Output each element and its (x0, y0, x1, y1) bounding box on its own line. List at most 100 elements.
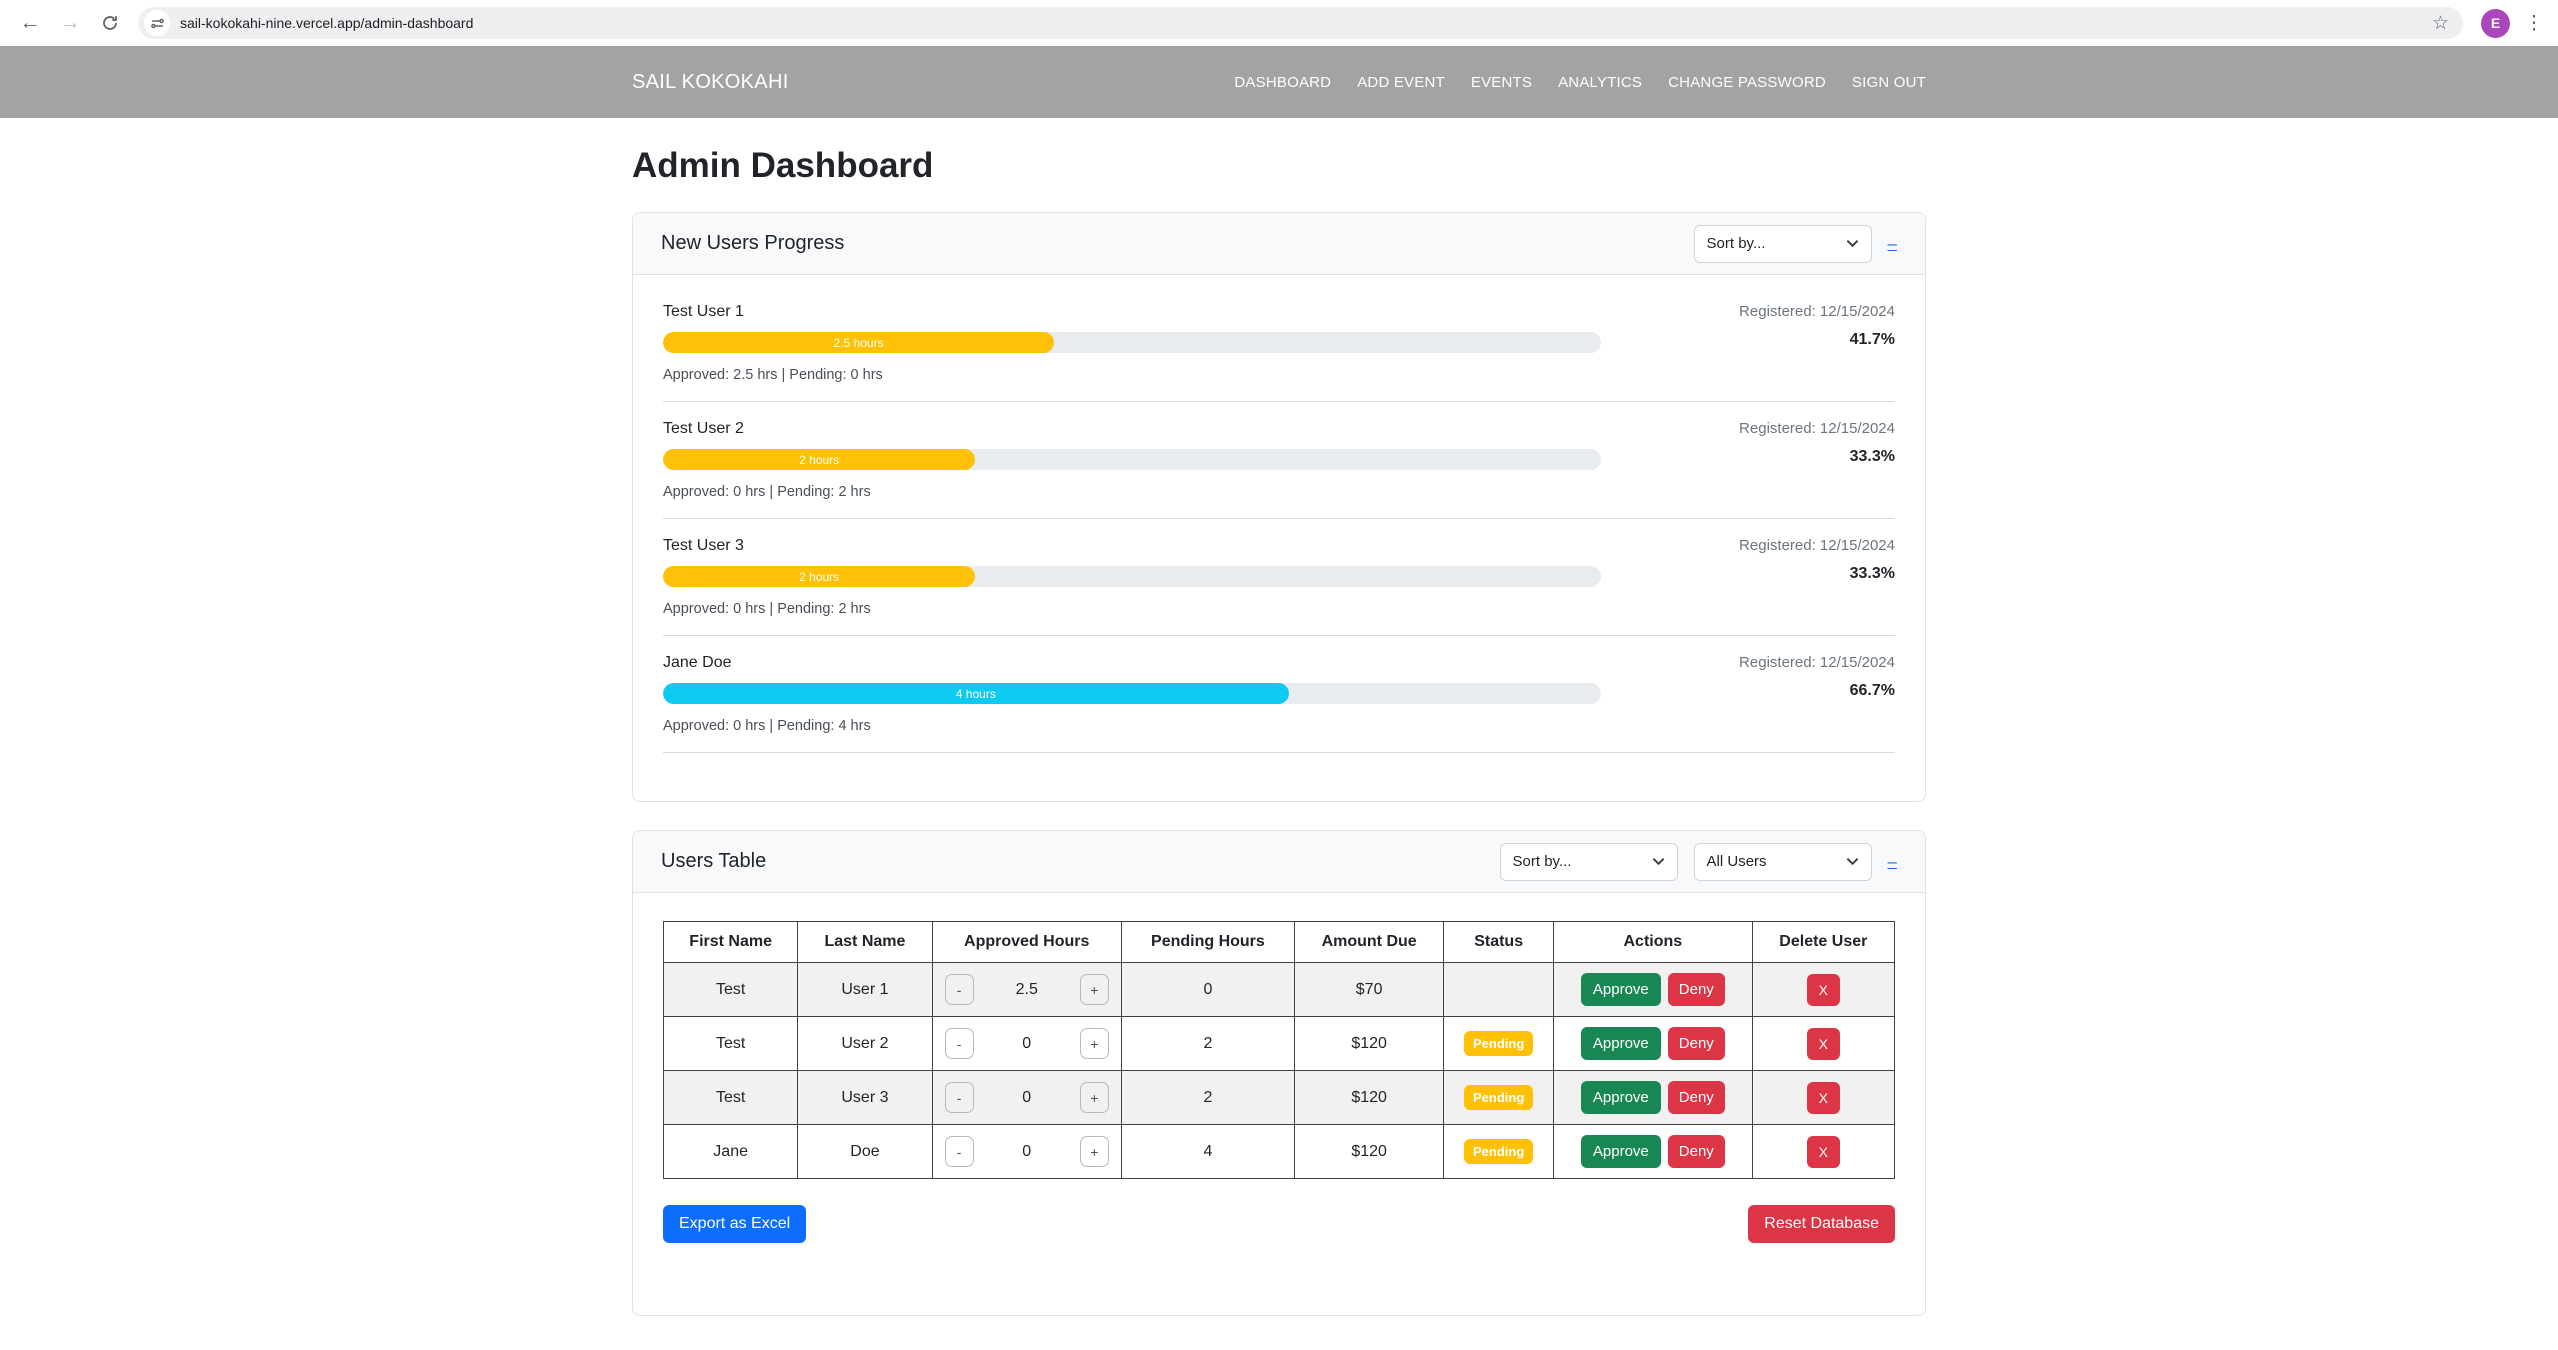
cell-approved-hours: - 0 + (932, 1071, 1121, 1125)
cell-approved-hours: - 0 + (932, 1017, 1121, 1071)
cell-actions: Approve Deny (1554, 963, 1753, 1017)
progress-track: 2 hours (663, 449, 1601, 470)
decrement-hours-button[interactable]: - (945, 1082, 974, 1113)
divider (663, 635, 1895, 636)
nav-link-sign-out[interactable]: SIGN OUT (1852, 74, 1926, 91)
increment-hours-button[interactable]: + (1080, 1028, 1109, 1059)
table-collapse-link[interactable]: – (1888, 853, 1897, 870)
nav-link-events[interactable]: EVENTS (1471, 74, 1532, 91)
profile-avatar[interactable]: E (2481, 9, 2510, 38)
users-table-header: Users Table Sort by... All Users – (633, 831, 1925, 893)
progress-percent: 66.7% (1850, 682, 1895, 700)
hours-stats: Approved: 2.5 hrs | Pending: 0 hrs (663, 367, 1895, 383)
hours-stats: Approved: 0 hrs | Pending: 4 hrs (663, 718, 1895, 734)
approve-button[interactable]: Approve (1581, 1135, 1661, 1168)
browser-menu-icon[interactable]: ⋮ (2522, 12, 2546, 35)
delete-user-button[interactable]: X (1807, 1136, 1840, 1168)
progress-item: Test User 2 Registered: 12/15/2024 33.3%… (663, 420, 1895, 500)
progress-percent: 33.3% (1850, 565, 1895, 583)
back-icon[interactable]: ← (12, 5, 48, 41)
url-bar[interactable]: sail-kokokahi-nine.vercel.app/admin-dash… (138, 7, 2463, 39)
deny-button[interactable]: Deny (1668, 973, 1725, 1006)
cell-actions: Approve Deny (1554, 1071, 1753, 1125)
increment-hours-button[interactable]: + (1080, 1136, 1109, 1167)
deny-button[interactable]: Deny (1668, 1135, 1725, 1168)
brand-link[interactable]: SAIL KOKOKAHI (632, 71, 789, 94)
cell-pending-hours: 2 (1121, 1071, 1294, 1125)
delete-user-button[interactable]: X (1807, 1082, 1840, 1114)
progress-fill: 4 hours (663, 683, 1289, 704)
approve-button[interactable]: Approve (1581, 1081, 1661, 1114)
user-filter-value: All Users (1707, 853, 1767, 870)
progress-sort-select[interactable]: Sort by... (1694, 225, 1872, 263)
cell-approved-hours: - 0 + (932, 1125, 1121, 1179)
nav-link-dashboard[interactable]: DASHBOARD (1234, 74, 1331, 91)
progress-track: 4 hours (663, 683, 1601, 704)
table-row: Test User 2 - 0 + 2 $120 Pending (664, 1017, 1895, 1071)
decrement-hours-button[interactable]: - (945, 1136, 974, 1167)
cell-first-name: Test (664, 1017, 798, 1071)
cell-status: Pending (1444, 1125, 1554, 1179)
chevron-down-icon (1846, 239, 1859, 248)
hours-stats: Approved: 0 hrs | Pending: 2 hrs (663, 484, 1895, 500)
progress-fill: 2 hours (663, 566, 975, 587)
deny-button[interactable]: Deny (1668, 1081, 1725, 1114)
cell-first-name: Test (664, 963, 798, 1017)
col-status: Status (1444, 922, 1554, 963)
user-name: Jane Doe (663, 654, 1895, 672)
progress-sort-value: Sort by... (1707, 235, 1766, 252)
cell-delete: X (1752, 963, 1894, 1017)
col-last-name: Last Name (798, 922, 932, 963)
nav-link-add-event[interactable]: ADD EVENT (1357, 74, 1445, 91)
users-table-card: Users Table Sort by... All Users – (632, 830, 1926, 1316)
reload-icon[interactable] (92, 5, 128, 41)
registered-date: Registered: 12/15/2024 (1739, 537, 1895, 554)
cell-status (1444, 963, 1554, 1017)
approve-button[interactable]: Approve (1581, 1027, 1661, 1060)
increment-hours-button[interactable]: + (1080, 1082, 1109, 1113)
progress-percent: 41.7% (1850, 331, 1895, 349)
nav-link-analytics[interactable]: ANALYTICS (1558, 74, 1642, 91)
cell-amount-due: $120 (1294, 1017, 1443, 1071)
site-settings-icon[interactable] (144, 10, 170, 36)
delete-user-button[interactable]: X (1807, 1028, 1840, 1060)
export-excel-button[interactable]: Export as Excel (663, 1205, 806, 1243)
user-filter-select[interactable]: All Users (1694, 843, 1872, 881)
decrement-hours-button[interactable]: - (945, 974, 974, 1005)
page-title: Admin Dashboard (632, 146, 1926, 186)
url-text[interactable]: sail-kokokahi-nine.vercel.app/admin-dash… (180, 15, 2432, 31)
cell-actions: Approve Deny (1554, 1125, 1753, 1179)
delete-user-button[interactable]: X (1807, 974, 1840, 1006)
table-sort-select[interactable]: Sort by... (1500, 843, 1678, 881)
col-first-name: First Name (664, 922, 798, 963)
app-navbar: SAIL KOKOKAHI DASHBOARD ADD EVENT EVENTS… (0, 46, 2558, 118)
users-table-title: Users Table (661, 850, 766, 873)
bookmark-star-icon[interactable]: ☆ (2432, 12, 2449, 35)
increment-hours-button[interactable]: + (1080, 974, 1109, 1005)
browser-toolbar: ← → sail-kokokahi-nine.vercel.app/admin-… (0, 0, 2558, 46)
cell-pending-hours: 0 (1121, 963, 1294, 1017)
cell-last-name: User 1 (798, 963, 932, 1017)
decrement-hours-button[interactable]: - (945, 1028, 974, 1059)
progress-percent: 33.3% (1850, 448, 1895, 466)
cell-status: Pending (1444, 1071, 1554, 1125)
forward-icon[interactable]: → (52, 5, 88, 41)
progress-collapse-link[interactable]: – (1888, 235, 1897, 252)
cell-last-name: User 3 (798, 1071, 932, 1125)
nav-link-change-password[interactable]: CHANGE PASSWORD (1668, 74, 1826, 91)
status-badge: Pending (1464, 1085, 1533, 1110)
table-sort-value: Sort by... (1513, 853, 1572, 870)
approve-button[interactable]: Approve (1581, 973, 1661, 1006)
tune-glyph (150, 16, 165, 31)
col-actions: Actions (1554, 922, 1753, 963)
cell-last-name: User 2 (798, 1017, 932, 1071)
progress-item: Test User 3 Registered: 12/15/2024 33.3%… (663, 537, 1895, 617)
table-row: Jane Doe - 0 + 4 $120 Pending (664, 1125, 1895, 1179)
divider (663, 401, 1895, 402)
user-name: Test User 3 (663, 537, 1895, 555)
reset-database-button[interactable]: Reset Database (1748, 1205, 1895, 1243)
progress-fill: 2 hours (663, 449, 975, 470)
deny-button[interactable]: Deny (1668, 1027, 1725, 1060)
chevron-down-icon (1846, 857, 1859, 866)
new-users-progress-card: New Users Progress Sort by... – Test Use… (632, 212, 1926, 802)
